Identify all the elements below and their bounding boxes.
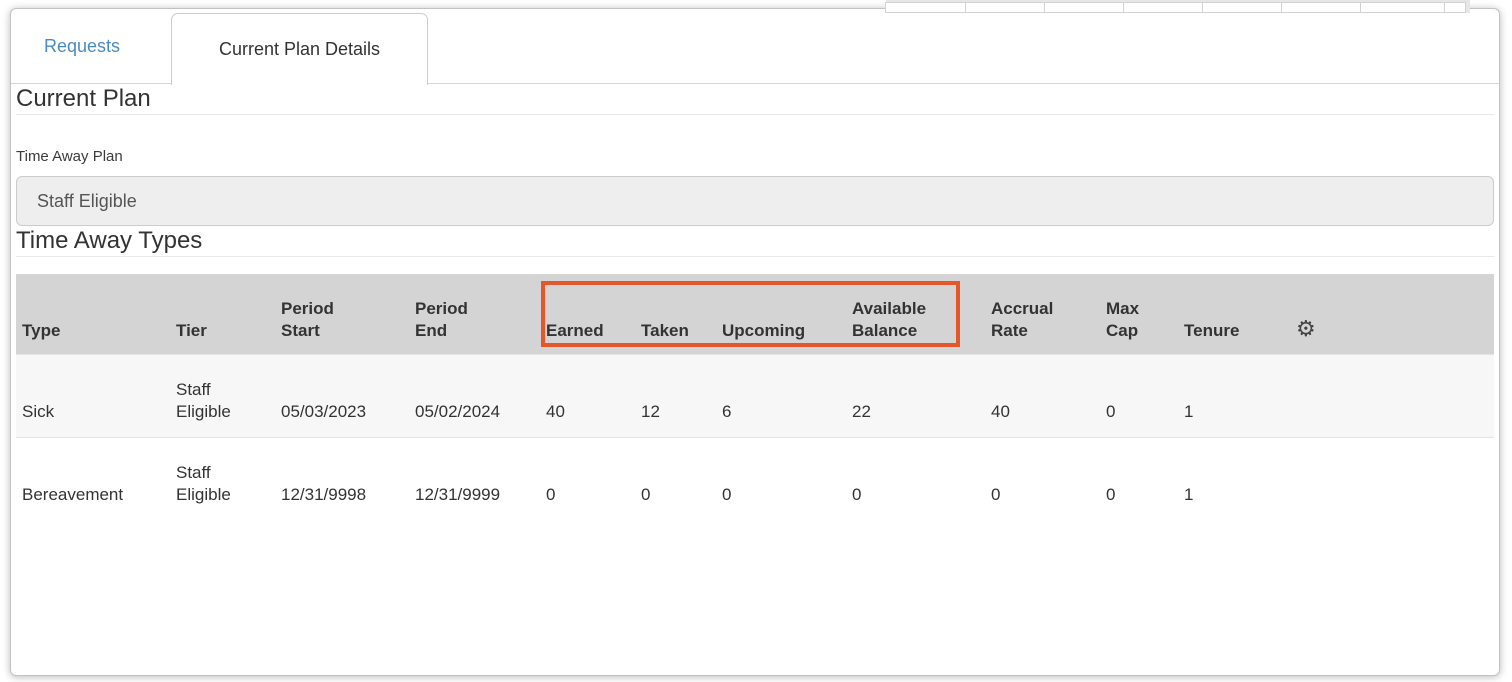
col-header-max-cap: Max Cap xyxy=(1100,274,1178,354)
time-away-types-table: Type Tier Period Start Period End Earned… xyxy=(16,274,1494,520)
col-header-tenure: Tenure xyxy=(1178,274,1290,354)
cell-available-balance: 22 xyxy=(852,401,871,421)
cell-tenure: 1 xyxy=(1184,401,1194,421)
cell-tier: Staff Eligible xyxy=(176,463,231,504)
col-header-taken: Taken xyxy=(635,274,716,354)
col-header-period-start: Period Start xyxy=(275,274,409,354)
cell-max-cap: 0 xyxy=(1106,401,1116,421)
section-divider xyxy=(16,256,1494,257)
cell-taken: 12 xyxy=(641,401,660,421)
col-header-period-end: Period End xyxy=(409,274,540,354)
cell-earned: 40 xyxy=(546,401,565,421)
cell-max-cap: 0 xyxy=(1106,485,1116,504)
table-row-sick: Sick Staff Eligible 05/03/2023 05/02/202… xyxy=(16,354,1494,437)
col-header-settings: ⚙ xyxy=(1290,274,1470,354)
cell-upcoming: 6 xyxy=(722,401,732,421)
cell-type: Bereavement xyxy=(22,485,124,504)
time-away-plan-field[interactable] xyxy=(16,176,1494,226)
tab-bar: Requests Current Plan Details xyxy=(11,9,1499,85)
cutoff-grid-cell xyxy=(1360,2,1445,13)
table-row-bereavement: Bereavement Staff Eligible 12/31/9998 12… xyxy=(16,437,1494,520)
cell-settings xyxy=(1290,437,1470,520)
cell-type: Sick xyxy=(22,401,55,421)
table-header-row: Type Tier Period Start Period End Earned… xyxy=(16,274,1494,354)
col-header-upcoming: Upcoming xyxy=(716,274,846,354)
cutoff-grid xyxy=(885,0,1470,13)
cell-taken: 0 xyxy=(641,485,651,504)
cutoff-grid-cell xyxy=(1444,2,1466,13)
tab-requests[interactable]: Requests xyxy=(44,36,121,56)
cell-accrual-rate: 0 xyxy=(991,485,1001,504)
cutoff-grid-cell xyxy=(965,2,1045,13)
cell-period-end: 12/31/9999 xyxy=(415,485,501,504)
cell-available-balance: 0 xyxy=(852,485,862,504)
cell-upcoming: 0 xyxy=(722,485,732,504)
cutoff-grid-cell xyxy=(885,2,966,13)
cell-earned: 0 xyxy=(546,485,556,504)
gear-icon[interactable]: ⚙ xyxy=(1296,315,1316,341)
cell-period-end: 05/02/2024 xyxy=(415,401,501,421)
cell-filler xyxy=(1470,437,1494,520)
col-header-tier: Tier xyxy=(170,274,275,354)
time-away-types-heading: Time Away Types xyxy=(16,227,203,254)
cell-period-start: 12/31/9998 xyxy=(281,485,367,504)
col-header-accrual-rate: Accrual Rate xyxy=(985,274,1100,354)
col-header-filler xyxy=(1470,274,1494,354)
cutoff-grid-cell xyxy=(1202,2,1282,13)
cutoff-grid-cell xyxy=(1123,2,1203,13)
tab-content: Current Plan Time Away Plan Time Away Ty… xyxy=(11,84,1499,520)
current-plan-heading: Current Plan xyxy=(16,85,151,112)
col-header-available-balance: Available Balance xyxy=(846,274,985,354)
col-header-type: Type xyxy=(16,274,170,354)
cutoff-grid-cell xyxy=(1281,2,1361,13)
time-away-types-table-wrap: Type Tier Period Start Period End Earned… xyxy=(16,274,1494,520)
cell-tier: Staff Eligible xyxy=(176,379,231,421)
tab-current-plan-details[interactable]: Current Plan Details xyxy=(171,13,428,85)
cell-filler xyxy=(1470,354,1494,437)
col-header-earned: Earned xyxy=(540,274,635,354)
cell-period-start: 05/03/2023 xyxy=(281,401,367,421)
cutoff-grid-cell xyxy=(1044,2,1124,13)
section-divider xyxy=(16,114,1494,115)
time-away-plan-label: Time Away Plan xyxy=(16,148,123,165)
cell-settings xyxy=(1290,354,1470,437)
cell-tenure: 1 xyxy=(1184,485,1194,504)
cell-accrual-rate: 40 xyxy=(991,401,1010,421)
tab-current-plan-details-label: Current Plan Details xyxy=(218,39,381,59)
plan-details-card: Requests Current Plan Details Current Pl… xyxy=(10,8,1500,676)
